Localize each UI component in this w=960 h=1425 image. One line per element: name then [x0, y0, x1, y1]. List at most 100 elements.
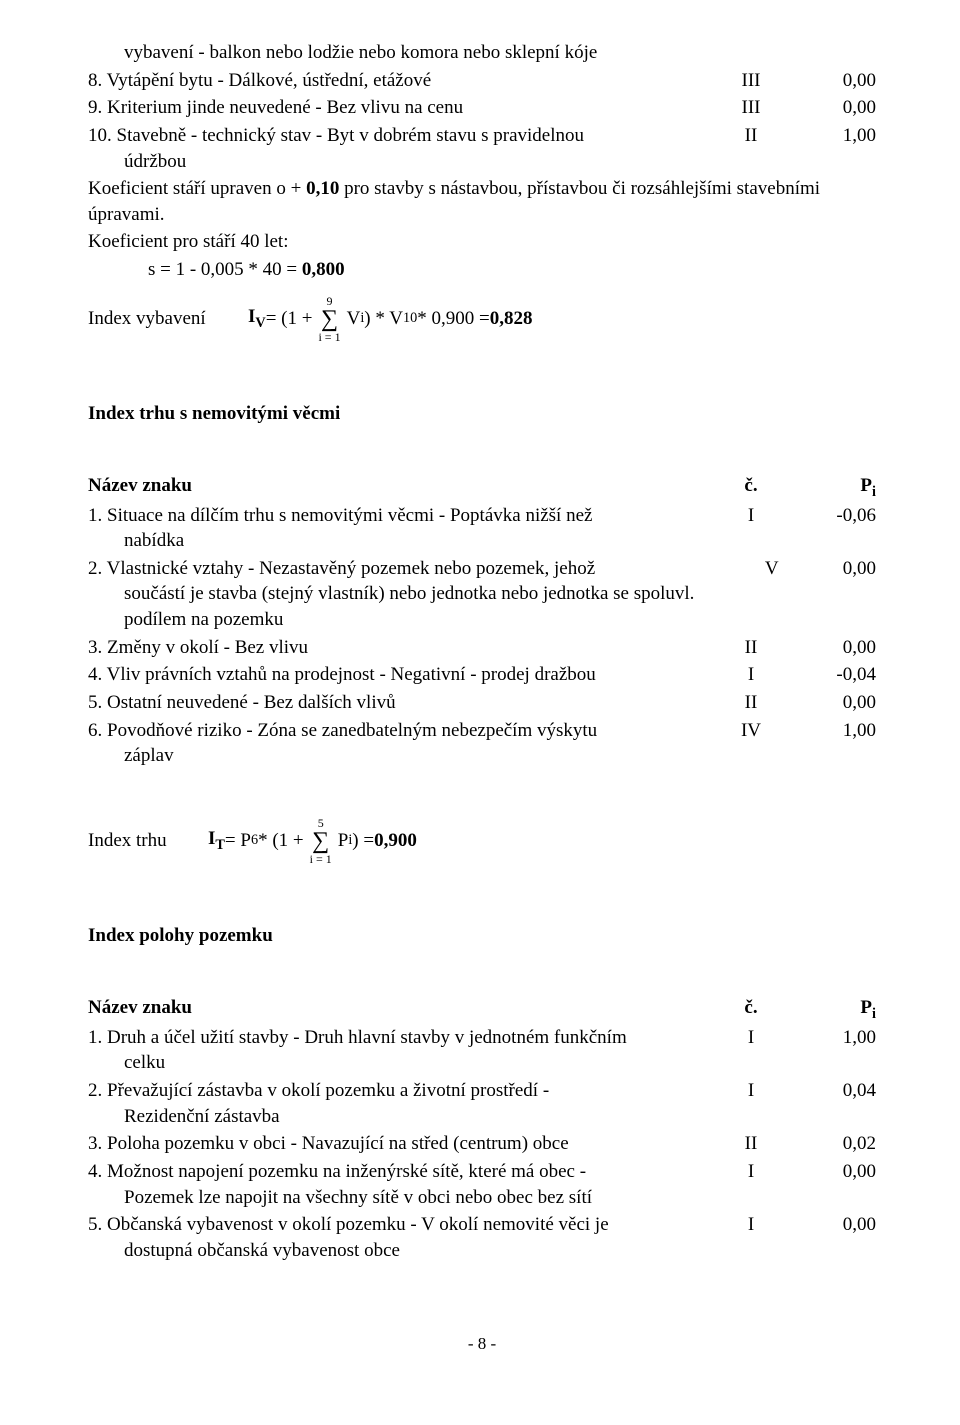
row-value: 0,00: [786, 690, 876, 716]
hdr-value: Pi: [786, 475, 876, 501]
table-row: 8. Vytápění bytu - Dálkové, ústřední, et…: [88, 68, 876, 94]
it-after: P: [338, 830, 349, 852]
row-code: III: [716, 95, 786, 121]
table-row: 5. Občanská vybavenost v okolí pozemku -…: [88, 1212, 876, 1263]
hdr-name: Název znaku: [88, 997, 716, 1023]
row-text-line2: celku: [88, 1050, 704, 1076]
row-text-line2: dostupná občanská vybavenost obce: [88, 1238, 704, 1264]
table-row: 6. Povodňové riziko - Zóna se zanedbatel…: [88, 718, 876, 769]
it-tail: ) =: [352, 830, 374, 852]
row-value: 1,00: [786, 123, 876, 174]
koef-note-1a: Koeficient stáří upraven o +: [88, 178, 306, 199]
page-number: - 8 -: [88, 1334, 876, 1354]
sigma-icon: 5 ∑ i = 1: [310, 817, 332, 865]
iv-result: 0,828: [490, 308, 533, 330]
row-text-line2: údržbou: [88, 149, 704, 175]
row-text-line1: 1. Situace na dílčím trhu s nemovitými v…: [88, 503, 704, 529]
row-code: IV: [716, 718, 786, 769]
table-row: 4. Možnost napojení pozemku na inženýrsk…: [88, 1159, 876, 1210]
row-value: 1,00: [786, 718, 876, 769]
it-eq: = P: [225, 830, 251, 852]
iv-tail: ) * V: [364, 308, 403, 330]
trh-rows: 1. Situace na dílčím trhu s nemovitými v…: [88, 503, 876, 769]
row-text-line1: 1. Druh a účel užití stavby - Druh hlavn…: [88, 1025, 704, 1051]
koef-formula: s = 1 - 0,005 * 40 = 0,800: [88, 257, 876, 283]
index-v-formula: Index vybavení IV = (1 + 9 ∑ i = 1 Vi ) …: [88, 295, 876, 343]
row-code: II: [716, 1131, 786, 1157]
iv-sub: V: [255, 315, 265, 331]
iv-after: V: [347, 308, 361, 330]
row-code: II: [716, 690, 786, 716]
row-text: 8. Vytápění bytu - Dálkové, ústřední, et…: [88, 68, 716, 94]
table-row: 9. Kriterium jinde neuvedené - Bez vlivu…: [88, 95, 876, 121]
index-t-expr: IT = P6 * (1 + 5 ∑ i = 1 Pi ) = 0,900: [208, 817, 417, 865]
table-row: 2. Převažující zástavba v okolí pozemku …: [88, 1078, 876, 1129]
row-code: I: [716, 1212, 786, 1263]
hdr-name: Název znaku: [88, 475, 716, 501]
hdr-code: č.: [716, 475, 786, 501]
row-value: 0,04: [786, 1078, 876, 1129]
table-row: vybavení - balkon nebo lodžie nebo komor…: [88, 40, 876, 66]
table-row: 5. Ostatní neuvedené - Bez dalších vlivů…: [88, 690, 876, 716]
page: vybavení - balkon nebo lodžie nebo komor…: [0, 0, 960, 1414]
row-text: 9. Kriterium jinde neuvedené - Bez vlivu…: [88, 95, 716, 121]
row-text: 10. Stavebně - technický stav - Byt v do…: [88, 123, 716, 174]
row-code: I: [716, 503, 786, 554]
row-code: I: [716, 1078, 786, 1129]
sigma-bot: i = 1: [318, 331, 340, 343]
row-code: II: [716, 635, 786, 661]
iv-tail-sub: 10: [403, 310, 417, 327]
row-text-line1: 10. Stavebně - technický stav - Byt v do…: [88, 123, 704, 149]
table-row: 1. Situace na dílčím trhu s nemovitými v…: [88, 503, 876, 554]
row-text: 4. Možnost napojení pozemku na inženýrsk…: [88, 1159, 716, 1210]
row-code: II: [716, 123, 786, 174]
poloha-rows: 1. Druh a účel užití stavby - Druh hlavn…: [88, 1025, 876, 1264]
row-text-line2: součástí je stavba (stejný vlastník) neb…: [88, 581, 731, 632]
row-value: 0,00: [786, 1159, 876, 1210]
row-text-line1: 6. Povodňové riziko - Zóna se zanedbatel…: [88, 718, 704, 744]
table-row: 1. Druh a účel užití stavby - Druh hlavn…: [88, 1025, 876, 1076]
table-row: 10. Stavebně - technický stav - Byt v do…: [88, 123, 876, 174]
it-sub: T: [215, 837, 225, 853]
row-text: 3. Poloha pozemku v obci - Navazující na…: [88, 1131, 716, 1157]
row-text-line1: 2. Převažující zástavba v okolí pozemku …: [88, 1078, 704, 1104]
row-code: I: [716, 662, 786, 688]
sigma-icon: 9 ∑ i = 1: [318, 295, 340, 343]
row-text-line1: 4. Možnost napojení pozemku na inženýrsk…: [88, 1159, 704, 1185]
row-text: 2. Převažující zástavba v okolí pozemku …: [88, 1078, 716, 1129]
row-text: 1. Druh a účel užití stavby - Druh hlavn…: [88, 1025, 716, 1076]
it-result: 0,900: [374, 830, 417, 852]
row-value: -0,04: [786, 662, 876, 688]
trh-header: Název znaku č. Pi: [88, 475, 876, 501]
koef-formula-res: 0,800: [302, 259, 345, 280]
table-row: 3. Změny v okolí - Bez vlivu II 0,00: [88, 635, 876, 661]
index-v-label: Index vybavení: [88, 308, 248, 330]
hdr-code: č.: [716, 997, 786, 1023]
row-code: I: [716, 1025, 786, 1076]
row-code: I: [716, 1159, 786, 1210]
table-row: 2. Vlastnické vztahy - Nezastavěný pozem…: [88, 556, 876, 633]
koef-note-2: Koeficient pro stáří 40 let:: [88, 229, 876, 255]
row-code: III: [716, 68, 786, 94]
row-text-line2: Rezidenční zástavba: [88, 1104, 704, 1130]
row-code: V: [743, 556, 801, 633]
row-text: 4. Vliv právních vztahů na prodejnost - …: [88, 662, 716, 688]
row-text: 5. Občanská vybavenost v okolí pozemku -…: [88, 1212, 716, 1263]
poloha-header: Název znaku č. Pi: [88, 997, 876, 1023]
row-value: 0,00: [786, 1212, 876, 1263]
it-eq-sub: 6: [251, 832, 258, 849]
row-value: -0,06: [786, 503, 876, 554]
hdr-value-p: P: [860, 997, 872, 1018]
index-v-expr: IV = (1 + 9 ∑ i = 1 Vi ) * V10 * 0,900 =…: [248, 295, 532, 343]
row-text-line2: záplav: [88, 743, 704, 769]
iv-eq: = (1 +: [266, 308, 313, 330]
table-row: 4. Vliv právních vztahů na prodejnost - …: [88, 662, 876, 688]
row-text: 5. Ostatní neuvedené - Bez dalších vlivů: [88, 690, 716, 716]
row-text-line1: 2. Vlastnické vztahy - Nezastavěný pozem…: [88, 556, 731, 582]
hdr-value: Pi: [786, 997, 876, 1023]
koef-formula-pre: s = 1 - 0,005 * 40 =: [148, 259, 302, 280]
hdr-value-sub: i: [872, 484, 876, 500]
row-value: 0,00: [786, 68, 876, 94]
koef-note-1b: 0,10: [306, 178, 339, 199]
row-text: 3. Změny v okolí - Bez vlivu: [88, 635, 716, 661]
